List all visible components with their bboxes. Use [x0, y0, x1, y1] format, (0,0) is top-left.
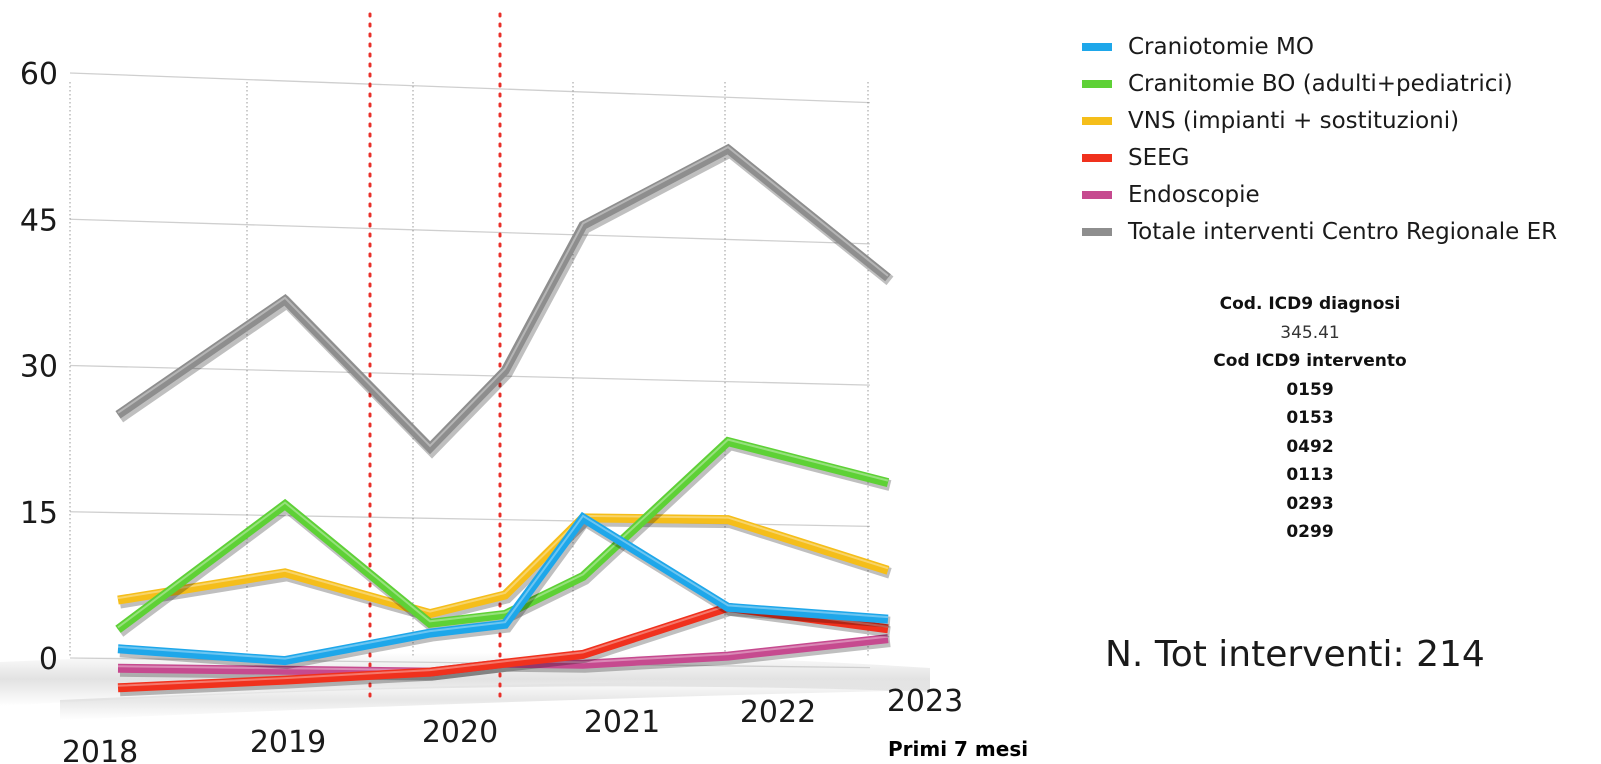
legend-label: Endoscopie [1128, 181, 1260, 208]
procedure-code: 0113 [1286, 465, 1334, 485]
series-line [115, 143, 894, 459]
series-line-stroke [115, 143, 891, 455]
x-tick-label: 2022 [740, 695, 816, 730]
y-tick-label: 45 [20, 203, 58, 238]
legend-swatch [1082, 227, 1112, 236]
legend-item: Craniotomie MO [1082, 28, 1557, 65]
x-axis-ticks: 2018 2019 2020 2021 2022 2023 [62, 684, 963, 764]
grid-line [69, 218, 871, 245]
icd-codes-panel: Cod. ICD9 diagnosi 345.41 Cod ICD9 inter… [1160, 290, 1460, 547]
series-line-highlight [117, 438, 889, 629]
x-tick-label: 2021 [584, 705, 660, 740]
legend-label: VNS (impianti + sostituzioni) [1128, 107, 1460, 134]
legend-swatch [1082, 116, 1112, 125]
series-line-highlight [117, 514, 889, 660]
series-line [117, 511, 891, 670]
y-tick-label: 15 [20, 496, 58, 531]
y-tick-label: 30 [20, 350, 58, 385]
x-tick-label: 2018 [62, 735, 138, 764]
x-tick-note: Primi 7 mesi [888, 737, 1029, 761]
chart-markers [368, 12, 502, 702]
total-interventions: N. Tot interventi: 214 [1105, 634, 1485, 675]
series-line-highlight [117, 514, 889, 613]
chart-legend: Craniotomie MO Cranitomie BO (adulti+pedi… [1082, 28, 1557, 250]
procedure-code: 0153 [1286, 408, 1334, 428]
legend-label: SEEG [1128, 144, 1190, 171]
legend-label: Totale interventi Centro Regionale ER [1128, 218, 1558, 245]
series-line-shadow [116, 145, 894, 459]
series-line-highlight [117, 145, 889, 448]
grid-line [69, 657, 871, 669]
legend-item: Endoscopie [1082, 176, 1557, 213]
procedure-code: 0299 [1286, 522, 1334, 542]
chart-series [115, 143, 894, 697]
series-line [117, 513, 892, 623]
legend-item: SEEG [1082, 139, 1557, 176]
legend-item: Cranitomie BO (adulti+pediatrici) [1082, 65, 1557, 102]
procedure-heading: Cod ICD9 intervento [1213, 351, 1407, 371]
grid-line [69, 364, 871, 386]
legend-swatch [1082, 79, 1112, 88]
legend-item: Totale interventi Centro Regionale ER [1082, 213, 1557, 250]
x-tick-label: 2023 [887, 684, 963, 719]
y-tick-label: 0 [39, 642, 58, 677]
floor-band [60, 680, 930, 720]
grid-line [69, 72, 871, 104]
x-tick-label: 2020 [422, 715, 498, 750]
chart-grid [69, 72, 871, 669]
legend-label: Cranitomie BO (adulti+pediatrici) [1128, 70, 1513, 97]
y-tick-label: 60 [20, 57, 58, 92]
procedure-code: 0159 [1286, 379, 1334, 400]
legend-swatch [1082, 153, 1112, 162]
legend-item: VNS (impianti + sostituzioni) [1082, 102, 1557, 139]
diagnosis-code: 345.41 [1280, 322, 1340, 343]
legend-swatch [1082, 42, 1112, 51]
diagnosis-heading: Cod. ICD9 diagnosi [1219, 294, 1401, 314]
legend-label: Craniotomie MO [1128, 33, 1314, 60]
y-axis-ticks: 0 15 30 45 60 [20, 57, 58, 677]
x-tick-label: 2019 [250, 725, 326, 760]
procedure-code: 0492 [1286, 436, 1334, 457]
procedure-code: 0293 [1286, 493, 1334, 514]
legend-swatch [1082, 190, 1112, 199]
